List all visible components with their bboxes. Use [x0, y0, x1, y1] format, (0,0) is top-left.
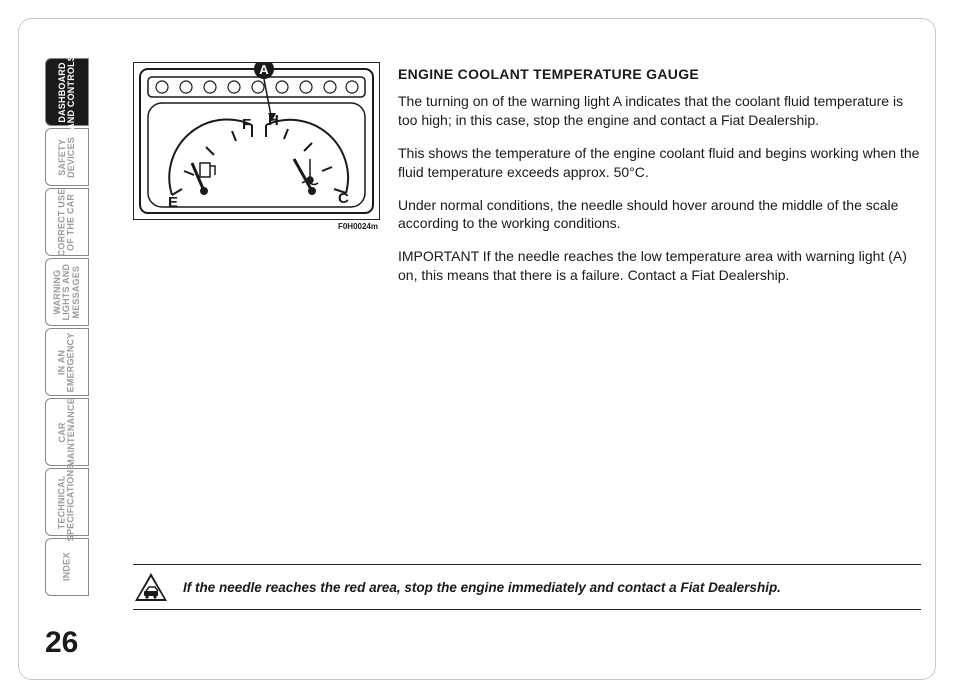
section-heading: ENGINE COOLANT TEMPERATURE GAUGE [398, 66, 920, 82]
section-tab-label: CORRECT USE OF THE CAR [58, 188, 77, 256]
section-tab-label: DASHBOARD AND CONTROLS [58, 55, 77, 130]
section-tab-label: SAFETY DEVICES [58, 137, 77, 178]
section-tab-1[interactable]: SAFETY DEVICES [45, 128, 89, 186]
section-tab-7[interactable]: INDEX [45, 538, 89, 596]
temp-cold-label: C [338, 190, 349, 207]
section-tab-label: TECHNICAL SPECIFICATIONS [58, 463, 77, 541]
section-tab-5[interactable]: CAR MAINTENANCE [45, 398, 89, 466]
section-tab-3[interactable]: WARNING LIGHTS AND MESSAGES [45, 258, 89, 326]
section-tab-label: CAR MAINTENANCE [58, 398, 77, 467]
manual-page: DASHBOARD AND CONTROLS SAFETY DEVICES CORR… [0, 0, 954, 698]
body-p1: The turning on of the warning light A in… [398, 92, 920, 130]
warning-triangle-icon [133, 571, 169, 603]
figure-code: F0H0024m [133, 222, 378, 231]
body-p2: This shows the temperature of the engine… [398, 144, 920, 182]
warning-text: If the needle reaches the red area, stop… [183, 580, 781, 595]
section-tab-4[interactable]: IN AN EMERGENCY [45, 328, 89, 396]
gauge-diagram: F E H C A [133, 62, 380, 220]
section-tab-2[interactable]: CORRECT USE OF THE CAR [45, 188, 89, 256]
section-tabs: DASHBOARD AND CONTROLS SAFETY DEVICES CORR… [45, 58, 87, 598]
body-text: ENGINE COOLANT TEMPERATURE GAUGE The tur… [398, 66, 920, 299]
section-tab-label: INDEX [62, 553, 71, 582]
fuel-empty-label: E [168, 194, 178, 211]
section-tab-0[interactable]: DASHBOARD AND CONTROLS [45, 58, 89, 126]
fuel-full-label: F [242, 116, 251, 133]
figure: F E H C A [133, 62, 378, 231]
body-p4: IMPORTANT If the needle reaches the low … [398, 247, 920, 285]
section-tab-6[interactable]: TECHNICAL SPECIFICATIONS [45, 468, 89, 536]
section-tab-label: IN AN EMERGENCY [58, 332, 77, 392]
body-p3: Under normal conditions, the needle shou… [398, 196, 920, 234]
section-tab-label: WARNING LIGHTS AND MESSAGES [53, 264, 81, 321]
warning-row: If the needle reaches the red area, stop… [133, 564, 921, 610]
page-number: 26 [45, 626, 78, 660]
callout-letter: A [259, 62, 269, 77]
